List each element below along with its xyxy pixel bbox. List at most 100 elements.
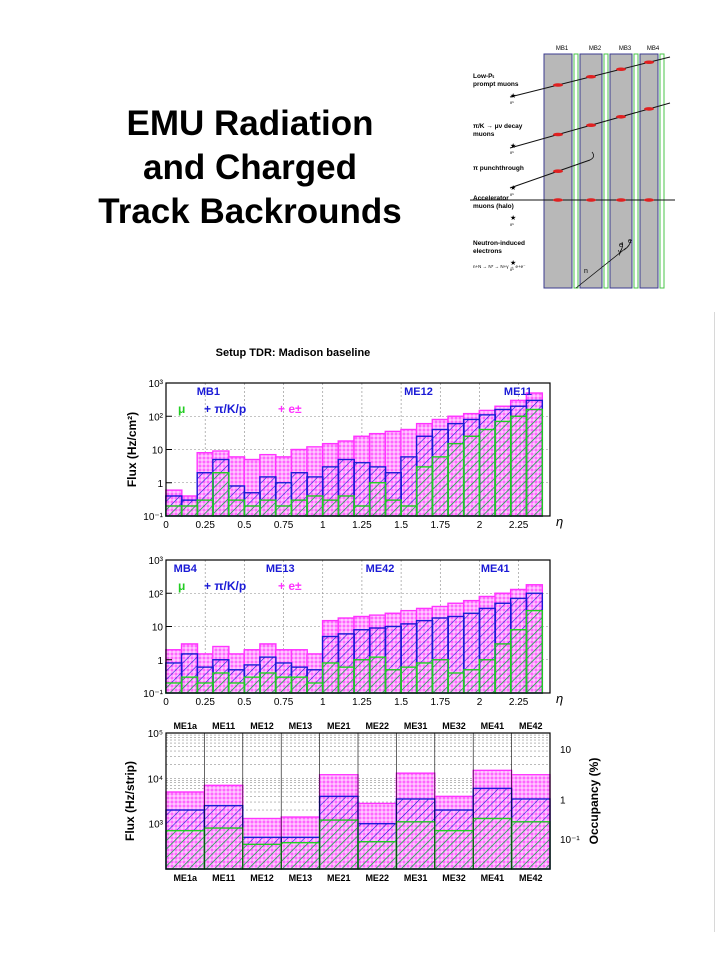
- bar-mu: [472, 817, 513, 870]
- bar-mu: [259, 499, 277, 517]
- legend-entry: + π/K/p: [204, 402, 246, 416]
- x-tick-label: 0.75: [274, 520, 294, 531]
- bar-mu: [165, 829, 206, 870]
- ip-label: IP: [510, 192, 514, 197]
- bar-mu: [290, 499, 308, 517]
- y-tick-label: 10⁵: [148, 729, 163, 740]
- y-tick-label: 10²: [149, 589, 164, 600]
- particle-track: [509, 159, 591, 189]
- x-tick-label: 0.25: [195, 697, 215, 708]
- category-label-bottom: ME1a: [173, 873, 198, 883]
- bar-mu: [321, 499, 340, 517]
- x-tick-label: 1.5: [394, 697, 408, 708]
- bar-mu: [274, 505, 293, 517]
- category-label-top: ME41: [481, 721, 505, 731]
- x-tick-label: 1.5: [394, 520, 408, 531]
- region-label-me12: ME12: [404, 386, 433, 398]
- legend-entry: + e±: [278, 579, 302, 593]
- x-tick-label: 0: [163, 697, 169, 708]
- bar-mu: [478, 659, 497, 694]
- bar-mu: [203, 827, 244, 870]
- source-label: Low-Pₜ: [473, 73, 494, 80]
- particle-label: e: [628, 238, 632, 245]
- bar-mu: [431, 659, 449, 694]
- bar-mu: [318, 819, 359, 870]
- y-tick-label: 10²: [149, 412, 164, 423]
- chart-flux-per-area-top: 10⁻¹ 1 10 10² 10³ 0 0.25 0.5 0.75 1 1.25 1.5 1.75 2 2.…: [125, 379, 563, 531]
- bar-mu: [395, 821, 436, 870]
- ip-star-icon: ★: [510, 184, 516, 192]
- bar-mu: [509, 415, 528, 517]
- plot-frame: [165, 732, 551, 870]
- bar-mu: [494, 643, 512, 694]
- bar-mu: [196, 682, 214, 694]
- source-label: π/K → μν decay: [473, 123, 523, 130]
- plot-title: Setup TDR: Madison baseline: [216, 347, 371, 359]
- y-tick-label: 10³: [149, 820, 164, 831]
- bar-mu: [400, 666, 418, 694]
- bar-mu: [259, 672, 277, 694]
- source-label: muons: [473, 131, 495, 138]
- legend-entry: μ: [178, 402, 185, 416]
- x-tick-label: 2.25: [509, 697, 529, 708]
- particle-label: n: [584, 268, 588, 275]
- category-label-top: ME32: [442, 721, 466, 731]
- x-tick-label: 1.75: [431, 520, 451, 531]
- source-label: muons (halo): [473, 203, 514, 210]
- bar-mu: [368, 482, 387, 517]
- category-label-bottom: ME12: [250, 873, 274, 883]
- chart-flux-per-strip: ME1a ME1a ME11 ME11 ME12 ME12 ME13 ME13 ME21 ME21…: [123, 721, 601, 883]
- hit-mark: [553, 169, 563, 173]
- bar-mu: [447, 672, 465, 694]
- particle-label: e: [619, 242, 623, 249]
- bar-mu: [306, 682, 324, 694]
- x-axis-label: η: [556, 514, 563, 529]
- x-tick-label: 1.75: [431, 697, 451, 708]
- title-line-3: Track Backrounds: [98, 192, 402, 231]
- source-label: prompt muons: [473, 81, 519, 88]
- ip-star-icon: ★: [510, 92, 516, 100]
- bar-mu: [337, 495, 355, 517]
- x-tick-label: 1: [320, 697, 326, 708]
- bar-mu: [353, 659, 371, 694]
- hit-mark: [616, 114, 626, 119]
- bar-mu: [494, 420, 512, 517]
- x-tick-label: 2: [477, 520, 483, 531]
- station-mb4: [639, 53, 659, 289]
- hit-mark: [586, 74, 596, 79]
- ip-label: IP: [510, 267, 514, 272]
- x-tick-label: 1.25: [352, 520, 372, 531]
- category-label-bottom: ME13: [289, 873, 313, 883]
- station-gap: [659, 53, 665, 289]
- y-axis-label: Flux (Hz/cm²): [125, 412, 139, 487]
- hit-mark: [553, 83, 563, 87]
- region-label-me11: ME11: [504, 386, 532, 398]
- x-tick-label: 0.25: [195, 520, 215, 531]
- bar-mu: [212, 672, 230, 694]
- legend-entry: + π/K/p: [204, 579, 246, 593]
- hit-mark: [553, 198, 563, 202]
- bar-mu: [357, 841, 398, 870]
- region-label-me13: ME13: [266, 563, 295, 575]
- region-label-mb1: MB1: [197, 386, 220, 398]
- bar-mu: [290, 676, 308, 694]
- category-label-bottom: ME42: [519, 873, 543, 883]
- bar-mu: [431, 456, 449, 517]
- muon-stations: MB1 MB2 MB3 MB4: [543, 46, 665, 289]
- bar-mu: [510, 821, 551, 870]
- category-label-bottom: ME11: [212, 873, 235, 883]
- ip-star-icon: ★: [510, 142, 516, 150]
- bar-mu: [212, 472, 230, 517]
- category-label-top: ME22: [365, 721, 389, 731]
- y2-tick-label: 10⁻¹: [560, 835, 580, 846]
- bar-mu: [274, 676, 293, 694]
- x-tick-label: 0: [163, 520, 169, 531]
- ip-label: IP: [510, 100, 514, 105]
- y-tick-label: 10: [152, 446, 164, 457]
- x-tick-label: 0.75: [274, 697, 294, 708]
- title-line-2: and Charged: [143, 148, 357, 187]
- station-mb3: [609, 53, 633, 289]
- y-tick-label: 10³: [149, 379, 164, 390]
